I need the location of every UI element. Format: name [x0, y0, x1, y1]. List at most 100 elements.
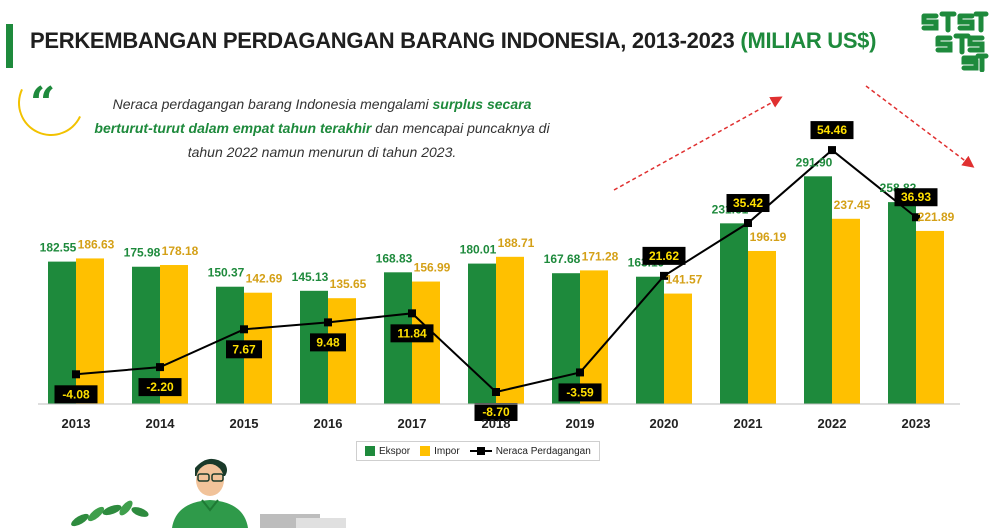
- quote-highlight-2: dalam empat tahun terakhir: [188, 120, 372, 136]
- neraca-label-box-2023: [894, 188, 938, 207]
- x-tick-2023: 2023: [902, 416, 931, 431]
- bar-impor-2021: [748, 250, 776, 404]
- neraca-label-2015: 7.67: [232, 342, 256, 356]
- neraca-label-2020: 21.62: [649, 249, 679, 263]
- bar-impor-2019: [580, 270, 608, 404]
- neraca-point-2013: [72, 370, 80, 379]
- neraca-label-box-2013: [54, 385, 98, 404]
- label-ekspor-2022: 291.90: [796, 155, 833, 169]
- chart-legend: Ekspor Impor Neraca Perdagangan: [356, 441, 600, 461]
- plant-leaves-icon: [71, 500, 149, 527]
- neraca-label-box-2015: [226, 340, 262, 359]
- label-ekspor-2013: 182.55: [40, 241, 77, 255]
- legend-item-neraca: Neraca Perdagangan: [469, 445, 591, 457]
- label-impor-2018: 188.71: [498, 236, 535, 250]
- sp-logo-icon: [921, 11, 989, 72]
- neraca-point-2019: [576, 368, 584, 377]
- label-ekspor-2019: 167.68: [544, 252, 581, 266]
- x-tick-2013: 2013: [62, 416, 91, 431]
- bar-impor-2013: [76, 258, 104, 404]
- neraca-label-box-2016: [310, 333, 346, 352]
- bar-ekspor-2023: [888, 202, 916, 404]
- neraca-label-box-2018: [474, 403, 518, 421]
- bar-ekspor-2020: [636, 276, 664, 404]
- label-ekspor-2016: 145.13: [292, 270, 329, 284]
- neraca-label-box-2022: [810, 121, 854, 140]
- person-illustration: [71, 458, 346, 528]
- bar-impor-2023: [916, 230, 944, 404]
- bar-ekspor-2019: [552, 273, 580, 404]
- x-tick-2021: 2021: [734, 416, 763, 431]
- legend-swatch-neraca: [469, 447, 492, 455]
- neraca-label-box-2014: [138, 378, 182, 397]
- neraca-label-box-2021: [726, 194, 770, 213]
- label-impor-2020: 141.57: [666, 273, 703, 287]
- title-accent-bar: [6, 24, 13, 68]
- neraca-point-2016: [324, 318, 332, 327]
- quote-part-3: dan mencapai puncaknya di tahun 2022 nam…: [187, 120, 550, 160]
- legend-swatch-ekspor: [365, 446, 375, 456]
- legend-label-neraca: Neraca Perdagangan: [495, 445, 591, 457]
- x-tick-2016: 2016: [314, 416, 343, 431]
- label-impor-2017: 156.99: [414, 261, 451, 275]
- legend-item-impor: Impor: [420, 446, 460, 457]
- title-unit: (MILIAR US$): [740, 28, 877, 53]
- neraca-point-2021: [744, 219, 752, 228]
- trend-down-arrow: [865, 85, 975, 168]
- neraca-point-2023: [912, 213, 920, 222]
- legend-label-ekspor: Ekspor: [379, 445, 411, 457]
- trend-arrows: [613, 85, 975, 191]
- laptop-icon: [260, 514, 346, 528]
- label-impor-2015: 142.69: [246, 272, 283, 286]
- label-ekspor-2015: 150.37: [208, 266, 245, 280]
- bar-ekspor-2018: [468, 263, 496, 404]
- x-tick-2017: 2017: [398, 416, 427, 431]
- x-tick-2022: 2022: [818, 416, 847, 431]
- bar-impor-2020: [664, 293, 692, 404]
- neraca-label-2019: -3.59: [566, 385, 594, 399]
- neraca-point-2014: [156, 363, 164, 372]
- legend-swatch-impor: [420, 446, 431, 456]
- neraca-point-2017: [408, 309, 416, 318]
- person-icon: [172, 458, 248, 528]
- neraca-point-2020: [660, 271, 668, 280]
- label-impor-2022: 237.45: [834, 198, 871, 212]
- x-tick-2018: 2018: [482, 416, 511, 431]
- label-impor-2014: 178.18: [162, 244, 199, 258]
- bar-ekspor-2013: [48, 261, 76, 404]
- label-impor-2013: 186.63: [78, 237, 115, 251]
- neraca-point-2015: [240, 325, 248, 334]
- x-tick-2020: 2020: [650, 416, 679, 431]
- bar-ekspor-2021: [720, 223, 748, 404]
- trend-up-arrow: [613, 96, 783, 191]
- neraca-label-2022: 54.46: [817, 123, 847, 137]
- neraca-label-2014: -2.20: [146, 380, 174, 394]
- neraca-label-2017: 11.84: [397, 326, 427, 340]
- label-impor-2016: 135.65: [330, 277, 367, 291]
- neraca-label-box-2020: [642, 246, 686, 265]
- quote-text: Neraca perdagangan barang Indonesia meng…: [92, 92, 552, 164]
- neraca-point-2022: [828, 146, 836, 155]
- legend-label-impor: Impor: [434, 445, 460, 457]
- x-tick-2014: 2014: [146, 416, 176, 431]
- neraca-point-2018: [492, 388, 500, 396]
- bar-ekspor-2022: [804, 176, 832, 404]
- x-tick-2019: 2019: [566, 416, 595, 431]
- label-ekspor-2014: 175.98: [124, 246, 161, 260]
- page-title: PERKEMBANGAN PERDAGANGAN BARANG INDONESI…: [30, 28, 876, 54]
- neraca-label-2023: 36.93: [901, 190, 931, 204]
- label-impor-2023: 221.89: [918, 210, 955, 224]
- neraca-label-2021: 35.42: [733, 196, 763, 210]
- neraca-label-2016: 9.48: [316, 335, 340, 349]
- label-ekspor-2018: 180.01: [460, 243, 497, 257]
- quote-part-1: Neraca perdagangan barang Indonesia meng…: [112, 96, 433, 112]
- bar-impor-2017: [412, 281, 440, 404]
- quote-highlight-1: surplus secara berturut-turut: [94, 96, 532, 136]
- neraca-label-2013: -4.08: [62, 387, 90, 401]
- bar-impor-2022: [832, 218, 860, 404]
- legend-item-ekspor: Ekspor: [365, 446, 410, 457]
- label-impor-2021: 196.19: [750, 230, 787, 244]
- quote-mark-icon: “: [30, 78, 56, 129]
- title-text: PERKEMBANGAN PERDAGANGAN BARANG INDONESI…: [30, 28, 735, 53]
